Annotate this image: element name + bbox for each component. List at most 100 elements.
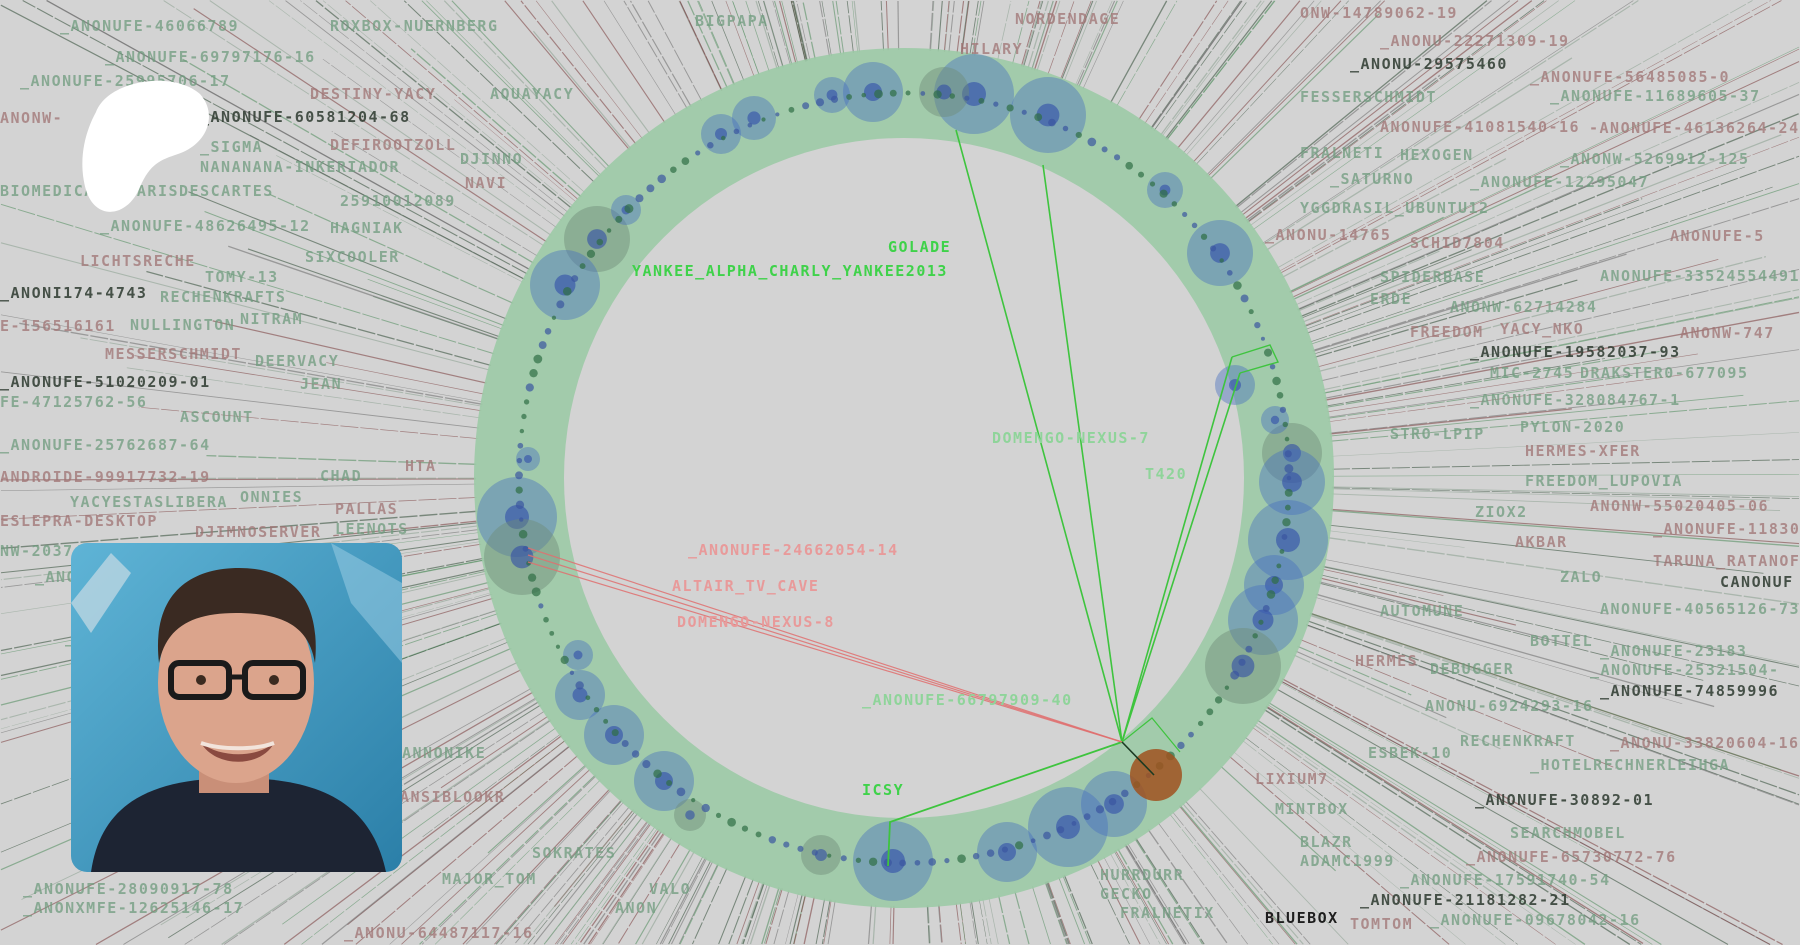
peer-ray — [1255, 721, 1576, 945]
peer-ray — [575, 827, 658, 945]
outer-peer-label: CHAD — [320, 467, 363, 485]
inner-peer-label: ICSY — [862, 781, 905, 799]
outer-peer-label: AUTOMUNE — [1380, 602, 1465, 620]
outer-peer-label: ONNIES — [240, 488, 304, 506]
peer-ray — [1020, 0, 1041, 67]
peer-ray — [729, 878, 754, 945]
peer-node-dot — [1263, 348, 1273, 357]
peer-node-dot — [657, 174, 667, 184]
peer-ray — [268, 0, 563, 222]
peer-ray — [1033, 0, 1058, 71]
outer-peer-label: STRO-LPIP — [1390, 425, 1485, 443]
peer-node-dot — [1260, 336, 1265, 341]
peer-nodes — [477, 54, 1328, 901]
inner-peer-label: _ANONUFE-24662054-14 — [688, 541, 899, 559]
peer-ray — [1134, 838, 1204, 945]
peer-ray — [401, 768, 591, 945]
peer-ray — [1159, 0, 1262, 136]
outer-peer-label: NULLINGTON — [130, 316, 236, 334]
outer-peer-label: SOKRATES — [532, 844, 617, 862]
peer-node-dot — [827, 853, 832, 858]
outer-peer-label: ANONW-55020405-06 — [1590, 497, 1770, 515]
peer-ray — [601, 837, 672, 945]
outer-peer-label: NANANANA-INKERIADOR — [200, 158, 401, 176]
peer-ray — [1109, 852, 1161, 945]
peer-node-dot — [519, 517, 524, 522]
peer-ray — [961, 0, 970, 54]
outer-peer-label: ANNONIKE — [402, 744, 487, 762]
outer-peer-label: RECHENKRAFTS — [160, 288, 287, 306]
peer-ray — [495, 799, 623, 945]
peer-ray — [1265, 57, 1573, 251]
peer-node-dot — [1083, 813, 1091, 821]
peer-ray — [1300, 639, 1616, 769]
peer-ray — [551, 0, 651, 135]
peer-ray — [956, 0, 965, 54]
peer-ray — [520, 0, 637, 145]
peer-node-dot — [691, 798, 696, 803]
peer-node-dot — [538, 603, 544, 609]
peer-node-dot — [560, 655, 569, 665]
outer-peer-label: _ANONUFE-11689605-37 — [1550, 87, 1761, 105]
peer-ray — [1023, 0, 1044, 68]
peer-ray — [889, 905, 892, 945]
peer-node-dot — [788, 106, 795, 113]
peer-ray — [1278, 0, 1771, 272]
inner-peer-label: YANKEE_ALPHA_CHARLY_YANKEE2013 — [632, 262, 948, 280]
peer-ray — [1331, 493, 1781, 512]
peer-ray — [1324, 558, 1609, 615]
presenter-webcam-photo — [71, 543, 402, 872]
peer-ray — [602, 837, 673, 945]
peer-ray — [821, 899, 831, 945]
peer-node-dot — [516, 457, 523, 464]
peer-ray — [1116, 0, 1178, 107]
peer-node-dot — [556, 300, 565, 309]
peer-ray — [1113, 850, 1167, 945]
peer-node-dot — [1177, 741, 1185, 750]
peer-ray — [590, 833, 666, 945]
peer-node-dot — [1219, 258, 1224, 263]
peer-ray — [465, 789, 612, 945]
peer-ray — [793, 894, 807, 945]
peer-ray — [926, 905, 931, 945]
outer-peer-label: YACYESTASLIBERA — [70, 493, 228, 511]
peer-ray — [790, 0, 806, 62]
peer-ray — [1300, 249, 1472, 319]
peer-node-dot — [544, 328, 552, 335]
peer-node-dot — [515, 500, 525, 510]
peer-ray — [19, 322, 483, 405]
outer-peer-label: _HOTELRECHNERLEIHGA — [1530, 756, 1731, 774]
inner-peer-label: _ANONUFE-66797909-40 — [862, 691, 1073, 709]
peer-ray — [1047, 0, 1075, 75]
peer-node-dot — [1182, 211, 1188, 218]
outer-peer-label: FRALNETI — [1300, 144, 1385, 162]
peer-ray — [781, 0, 799, 64]
peer-node-dot — [1276, 391, 1284, 399]
peer-ray — [944, 0, 951, 52]
peer-node-dot — [1149, 181, 1156, 187]
peer-ray — [494, 799, 622, 945]
peer-node-dot — [755, 831, 762, 838]
peer-ray — [1172, 811, 1280, 945]
peer-edge-green — [1121, 372, 1241, 743]
peer-ray — [193, 8, 548, 243]
peer-ray — [1309, 613, 1800, 779]
peer-ray — [1207, 0, 1386, 177]
outer-peer-label: ANONUFE-41081540-16 — [1380, 118, 1581, 136]
outer-peer-label: DEERVACY — [255, 352, 340, 370]
peer-ray — [1109, 0, 1168, 104]
peer-node-dot — [1254, 321, 1261, 329]
peer-node-dot — [549, 630, 555, 636]
peer-node-dot — [874, 89, 883, 99]
peer-ray — [578, 828, 660, 945]
peer-node-dot — [517, 442, 524, 449]
peer-node-dot — [957, 854, 966, 863]
peer-node-dot — [802, 102, 810, 110]
peer-ray — [988, 897, 999, 945]
peer-ray — [761, 887, 780, 945]
peer-node-dot — [562, 287, 572, 296]
peer-ray — [315, 0, 573, 209]
peer-ray — [757, 0, 780, 69]
peer-node-dot — [569, 670, 575, 675]
